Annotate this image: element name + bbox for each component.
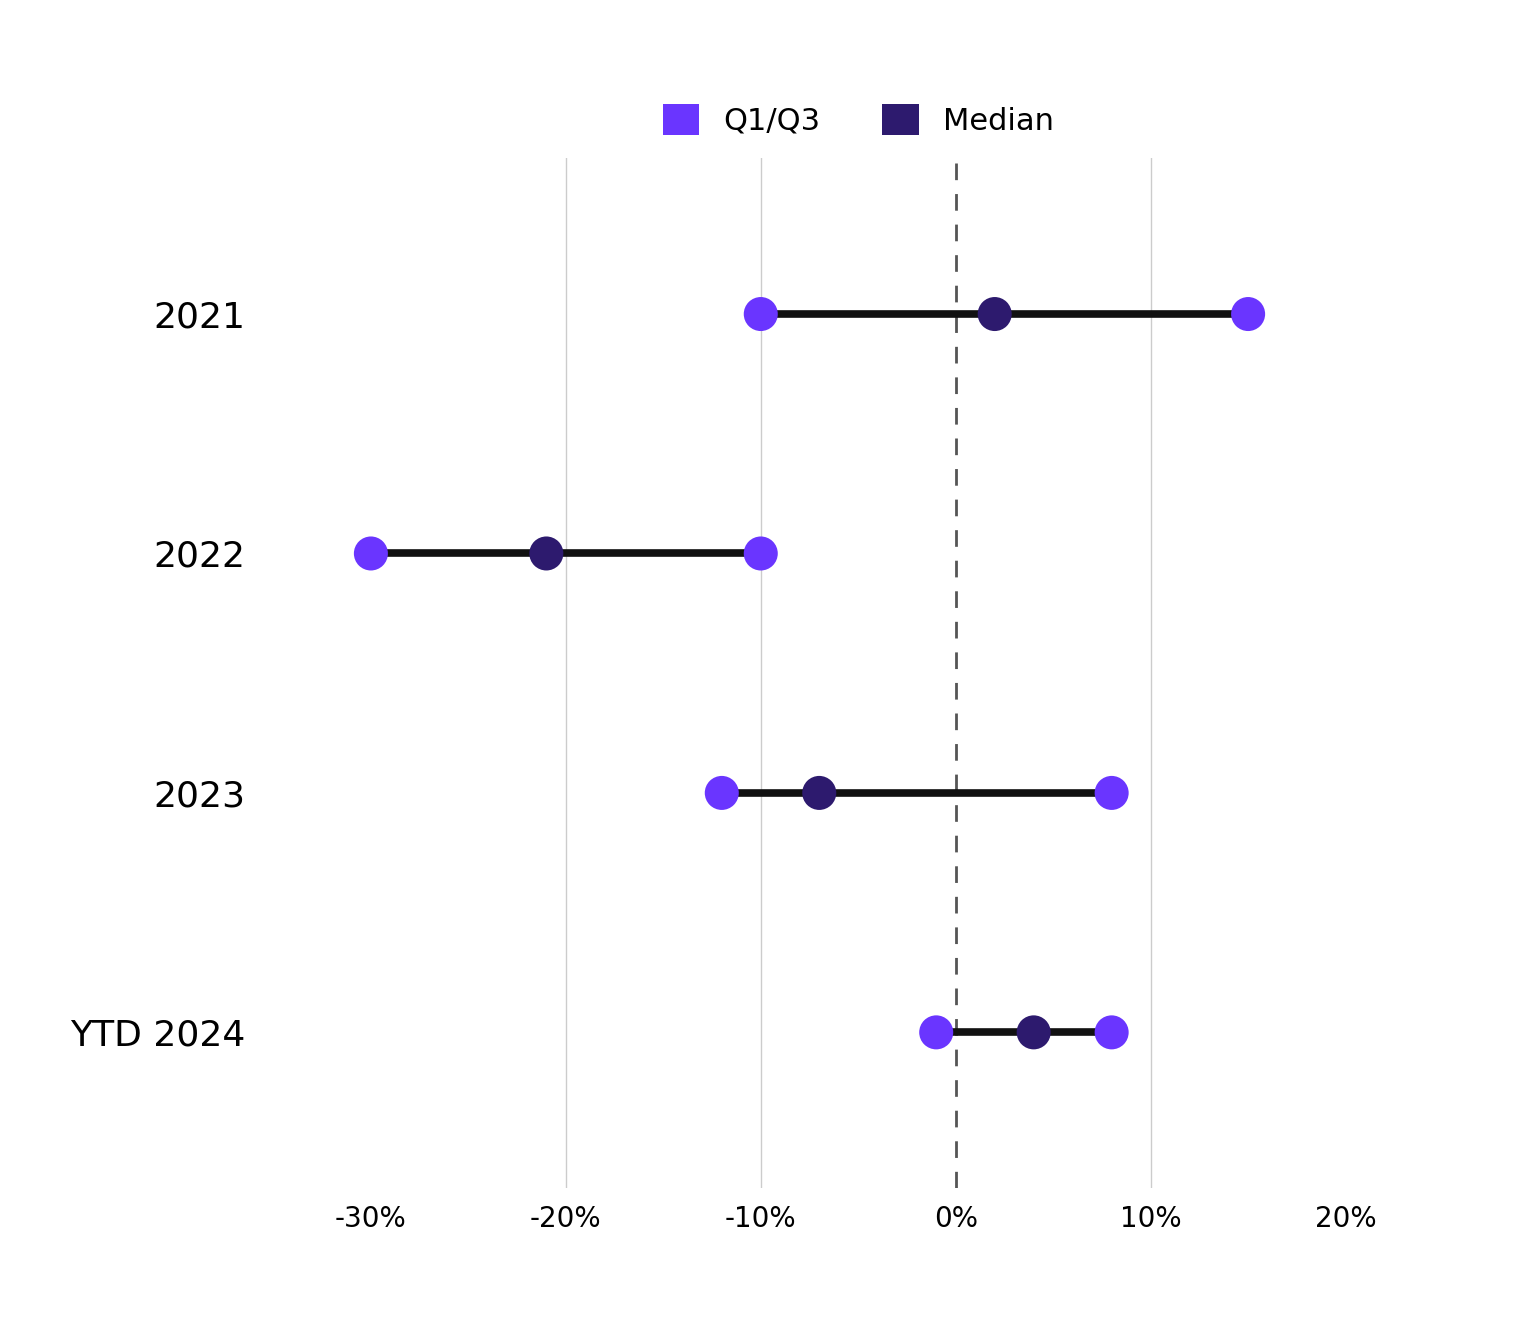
Point xyxy=(924,1022,948,1043)
Point xyxy=(535,543,559,564)
Point xyxy=(709,783,734,804)
Point xyxy=(807,783,831,804)
Point xyxy=(1021,1022,1045,1043)
Point xyxy=(749,543,773,564)
Legend: Q1/Q3, Median: Q1/Q3, Median xyxy=(650,91,1066,148)
Point xyxy=(749,304,773,325)
Point xyxy=(1100,1022,1124,1043)
Point xyxy=(983,304,1007,325)
Point xyxy=(358,543,383,564)
Point xyxy=(1100,783,1124,804)
Point xyxy=(1236,304,1261,325)
